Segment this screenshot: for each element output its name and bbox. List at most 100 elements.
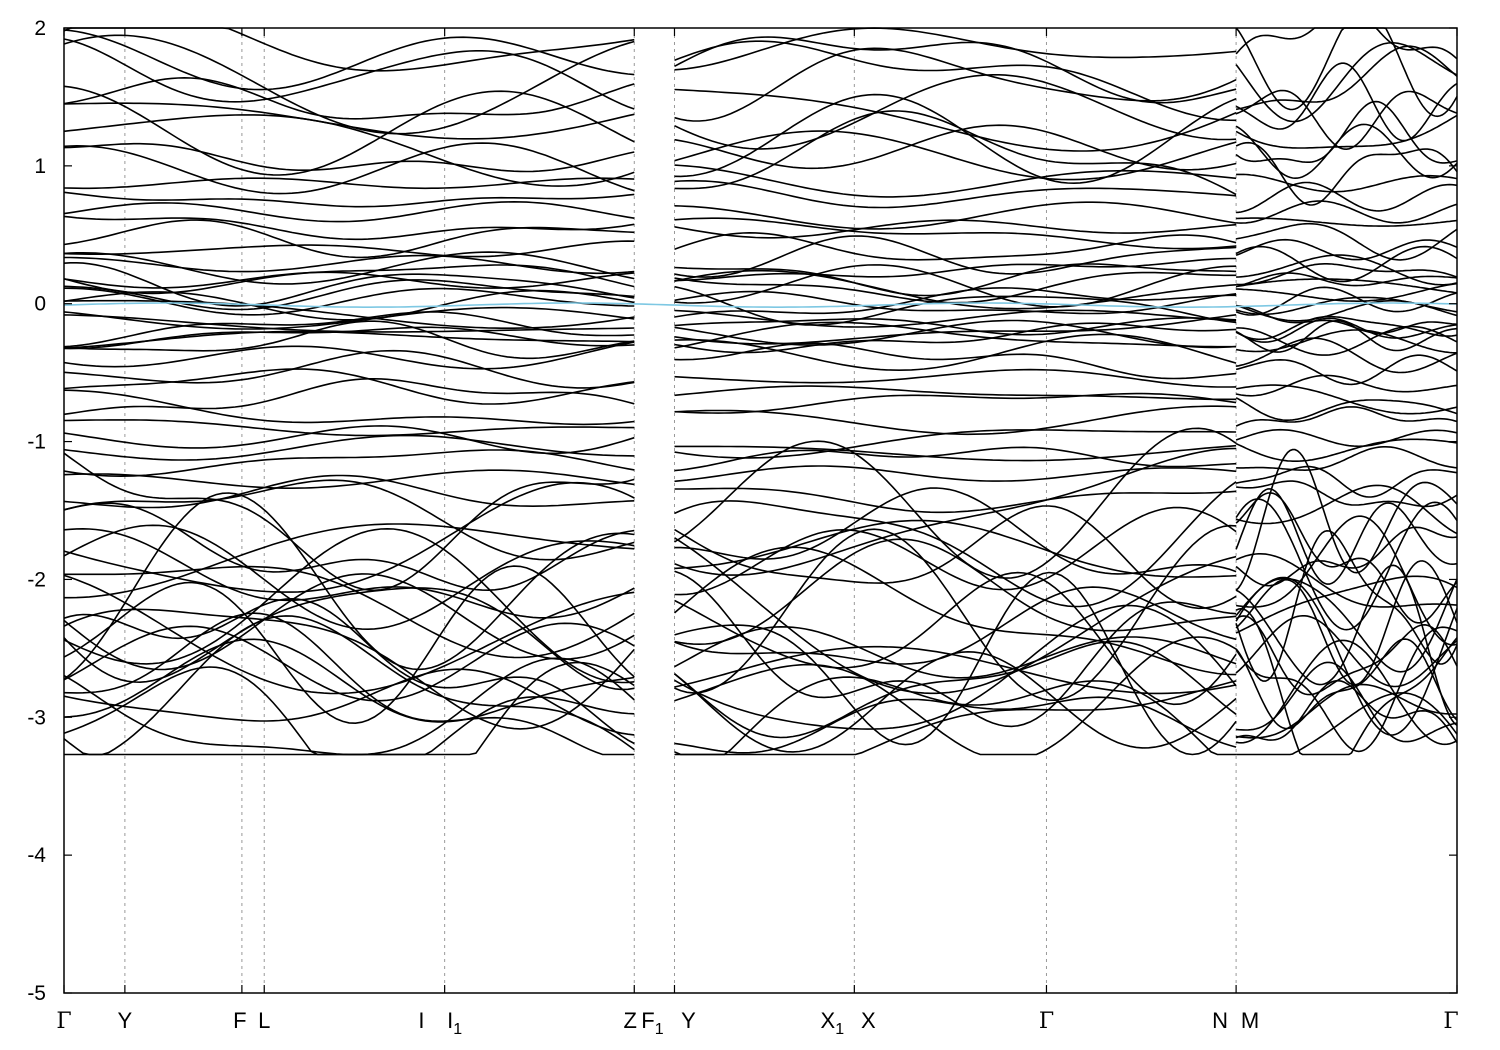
band-line	[674, 74, 1237, 150]
band-line	[63, 142, 635, 173]
y-tick-label: -2	[27, 568, 46, 591]
band-line	[1235, 123, 1458, 180]
band-line	[1236, 263, 1458, 286]
band-line	[674, 235, 1237, 278]
band-line	[1236, 692, 1458, 756]
band-line	[63, 215, 635, 241]
kpoint-label-n: N	[1212, 1008, 1228, 1033]
band-line	[674, 264, 1237, 308]
band-line	[1235, 607, 1458, 756]
band-line	[63, 34, 635, 135]
band-line	[63, 574, 635, 695]
band-line	[64, 565, 635, 659]
band-line	[63, 419, 635, 437]
band-line	[674, 93, 1237, 185]
kpoint-label-gamma: Γ	[56, 1009, 71, 1034]
band-line	[1236, 200, 1458, 224]
band-line	[63, 341, 635, 370]
kpoint-label-f1: F1	[641, 1008, 663, 1038]
band-line	[674, 342, 1237, 380]
kpoint-label-l: L	[258, 1008, 270, 1033]
band-line	[674, 179, 1237, 209]
band-line	[1235, 488, 1458, 585]
band-line	[1235, 329, 1457, 354]
band-line	[674, 290, 1237, 315]
band-line	[674, 130, 1237, 181]
band-line	[63, 434, 635, 461]
band-line	[674, 680, 1237, 756]
band-line	[1235, 397, 1458, 421]
y-tick-label: -4	[27, 844, 46, 867]
band-line	[674, 88, 1237, 152]
band-line	[674, 487, 1237, 514]
band-line	[674, 27, 1237, 71]
band-line	[1236, 254, 1458, 286]
band-line	[674, 625, 1237, 679]
y-axis-ticks: 2 1 0 -1 -2 -3 -4 -5	[27, 17, 1457, 1005]
band-curves	[63, 27, 1458, 756]
band-line	[1235, 438, 1458, 462]
y-tick-label: -1	[27, 431, 46, 454]
band-line	[674, 201, 1237, 230]
band-line	[1235, 428, 1458, 448]
y-tick-label: 1	[34, 155, 46, 178]
band-line	[63, 502, 635, 592]
kpoint-label-i: I	[418, 1008, 424, 1033]
band-line	[1235, 577, 1458, 673]
band-line	[1235, 272, 1458, 288]
band-line	[1236, 282, 1458, 302]
band-line	[1235, 62, 1458, 142]
band-line	[63, 622, 635, 702]
band-line	[1235, 564, 1458, 726]
band-line	[1236, 661, 1458, 743]
band-line	[1235, 498, 1458, 631]
fermi-level-line	[63, 302, 1458, 308]
band-line	[63, 378, 635, 416]
fermi-level-curve	[63, 302, 1458, 308]
band-line	[1235, 492, 1458, 624]
band-line	[63, 668, 635, 736]
band-line	[674, 285, 1237, 326]
band-line	[63, 389, 635, 426]
band-line	[674, 506, 1237, 596]
band-line	[63, 142, 635, 195]
band-line	[63, 279, 635, 311]
kpoint-label-y: Y	[118, 1008, 133, 1033]
band-line	[63, 587, 635, 691]
band-line	[674, 444, 1237, 462]
band-line	[64, 299, 635, 329]
band-line	[63, 76, 635, 120]
band-line	[1235, 319, 1458, 353]
band-line	[1235, 317, 1458, 343]
band-line	[63, 177, 635, 190]
band-line	[674, 481, 1237, 608]
band-line	[1235, 42, 1458, 123]
band-line	[674, 586, 1237, 665]
band-line	[674, 604, 1237, 730]
band-line	[1235, 406, 1458, 427]
band-line	[674, 314, 1237, 345]
band-line	[674, 40, 1237, 122]
band-line	[673, 546, 1237, 676]
band-line	[674, 219, 1237, 239]
band-line	[1236, 480, 1458, 508]
band-line	[63, 38, 635, 110]
band-line	[1236, 181, 1458, 214]
band-line	[674, 319, 1237, 349]
band-line	[63, 320, 635, 360]
kpoint-label-gamma: Γ	[1443, 1009, 1458, 1034]
band-line	[674, 487, 1237, 575]
band-line	[674, 392, 1237, 414]
band-line	[1235, 575, 1458, 634]
band-line	[1235, 222, 1458, 261]
band-line	[673, 640, 1237, 739]
band-line	[674, 571, 1237, 756]
band-line	[63, 565, 635, 725]
band-line	[63, 368, 635, 405]
band-line	[1235, 560, 1458, 686]
band-line	[1235, 296, 1458, 316]
kpoint-label-m: M	[1241, 1008, 1259, 1033]
kpoint-label-x: X	[861, 1008, 876, 1033]
band-line	[1236, 217, 1458, 227]
